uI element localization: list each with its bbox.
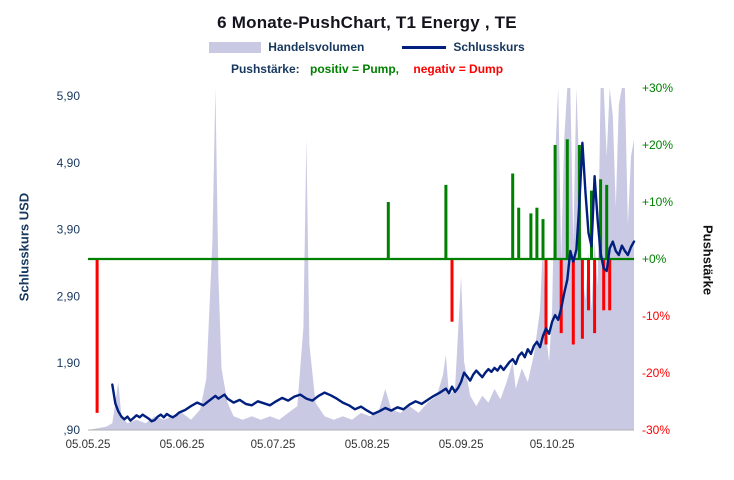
right-axis-tick: -30% — [642, 423, 670, 437]
legend: Handelsvolumen Schlusskurs — [0, 40, 734, 54]
dump-legend-label: negativ = Dump — [413, 62, 504, 76]
right-axis-tick: -20% — [642, 366, 670, 380]
left-axis-tick: 5,90 — [57, 89, 81, 103]
x-axis-tick: 05.07.25 — [251, 439, 296, 451]
left-axis-tick: 2,90 — [57, 289, 81, 303]
left-axis-tick: ,90 — [63, 423, 80, 437]
right-axis-tick: +0% — [642, 252, 667, 266]
x-axis-tick: 05.05.25 — [66, 439, 111, 451]
volume-area — [88, 88, 634, 430]
legend-close-label: Schlusskurs — [453, 40, 525, 54]
push-legend: Pushstärke: positiv = Pump, negativ = Du… — [0, 62, 734, 76]
x-axis-tick: 05.10.25 — [530, 439, 575, 451]
x-axis-tick: 05.06.25 — [160, 439, 205, 451]
close-line-swatch-icon — [402, 45, 447, 49]
left-axis-tick: 1,90 — [57, 356, 81, 370]
legend-item-close: Schlusskurs — [402, 40, 525, 54]
right-axis-tick: +20% — [642, 138, 673, 152]
legend-item-volume: Handelsvolumen — [209, 40, 364, 54]
right-axis-tick: +10% — [642, 195, 673, 209]
right-axis-tick: -10% — [642, 309, 670, 323]
volume-swatch-icon — [209, 41, 262, 53]
legend-volume-label: Handelsvolumen — [268, 40, 365, 54]
pump-legend-label: positiv = Pump, — [310, 62, 400, 76]
x-axis-tick: 05.09.25 — [439, 439, 484, 451]
right-axis-tick: +30% — [642, 81, 673, 95]
x-axis-tick: 05.08.25 — [345, 439, 390, 451]
push-legend-prefix: Pushstärke: — [230, 62, 300, 76]
left-axis-tick: 4,90 — [57, 156, 81, 170]
chart-title: 6 Monate-PushChart, T1 Energy , TE — [217, 13, 517, 32]
close-line — [111, 141, 636, 423]
left-axis-tick: 3,90 — [57, 223, 81, 237]
